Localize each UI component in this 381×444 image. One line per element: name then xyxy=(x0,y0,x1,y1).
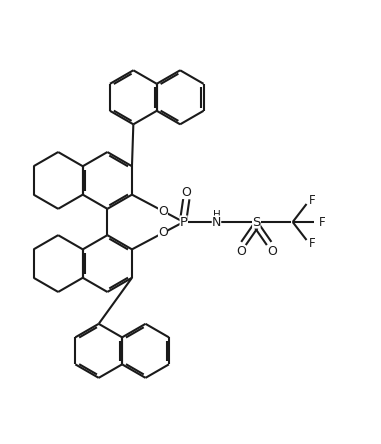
Text: H: H xyxy=(213,210,220,220)
Text: O: O xyxy=(267,245,277,258)
Text: S: S xyxy=(252,215,261,229)
Text: O: O xyxy=(236,245,246,258)
Text: O: O xyxy=(181,186,191,199)
Text: O: O xyxy=(158,226,168,239)
Text: F: F xyxy=(309,237,315,250)
Text: F: F xyxy=(309,194,315,207)
Text: P: P xyxy=(179,215,187,229)
Text: O: O xyxy=(158,205,168,218)
Text: F: F xyxy=(319,215,325,229)
Text: N: N xyxy=(212,215,221,229)
